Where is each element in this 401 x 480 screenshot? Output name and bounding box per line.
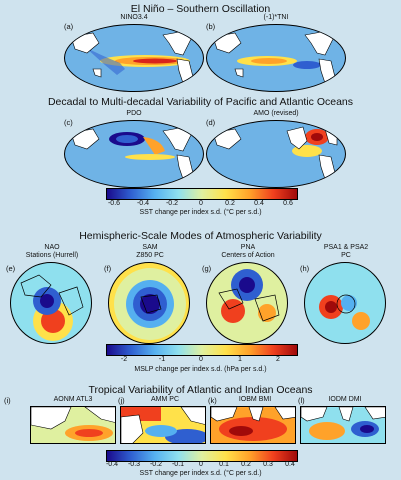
panel-e: (e) NAO Stations (Hurrell) (4, 244, 100, 344)
colorbar-sst-top-label: SST change per index s.d. (°C per s.d.) (139, 209, 262, 216)
panel-label-g-1: PNA (240, 244, 256, 251)
tick: -0.3 (127, 461, 141, 468)
tick: 0 (199, 461, 203, 468)
colorbar-sst-top-ticks: -0.6 -0.4 -0.2 0 0.2 0.4 0.6 (106, 200, 296, 209)
panel-letter-j: (j) (118, 396, 125, 405)
panel-label-i: AONM ATL3 (53, 396, 93, 403)
section-title-enso: El Niño – Southern Oscillation (130, 3, 271, 15)
panel-label-j: AMM PC (151, 396, 179, 403)
tick: -1 (158, 356, 166, 363)
panel-letter-i: (i) (4, 396, 11, 405)
section-title-tropical: Tropical Variability of Atlantic and Ind… (88, 384, 313, 396)
tick: -0.4 (105, 461, 119, 468)
panel-label-b: (-1)*TNI (263, 14, 289, 21)
map-l (300, 406, 386, 444)
tick: 0.4 (254, 200, 264, 207)
panel-j: (j) AMM PC (118, 396, 208, 444)
panel-label-e-2: Stations (Hurrell) (25, 252, 79, 259)
panel-label-f-2: Z850 PC (136, 252, 164, 259)
panel-letter-l: (l) (298, 396, 305, 405)
map-c (64, 120, 204, 188)
panel-letter-b: (b) (206, 22, 216, 31)
panel-label-k: IOBM BMI (238, 396, 272, 403)
panel-letter-h: (h) (300, 264, 310, 273)
tick: -0.2 (149, 461, 163, 468)
tick: 0.2 (241, 461, 251, 468)
panel-k: (k) IOBM BMI (208, 396, 298, 444)
colorbar-mslp-ticks: -2 -1 0 1 2 (106, 356, 296, 365)
map-h (304, 262, 386, 344)
map-f (108, 262, 190, 344)
map-b (206, 24, 346, 92)
panel-b: (b) (-1)*TNI (206, 14, 346, 92)
panel-label-l: IODM DMI (328, 396, 362, 403)
section-title-decadal: Decadal to Multi-decadal Variability of … (47, 96, 354, 108)
panel-label-a: NINO3.4 (120, 14, 148, 21)
map-j (120, 406, 206, 444)
panel-letter-d: (d) (206, 118, 216, 127)
colorbar-sst-bottom-ticks: -0.4 -0.3 -0.2 -0.1 0 0.1 0.2 0.3 0.4 (106, 461, 296, 470)
panel-letter-f: (f) (104, 264, 112, 273)
panel-l: (l) IODM DMI (298, 396, 388, 444)
tick: 1 (238, 356, 242, 363)
panel-letter-c: (c) (64, 118, 73, 127)
tick: -0.1 (171, 461, 185, 468)
panel-c: (c) PDO (64, 110, 204, 190)
tick: -0.4 (136, 200, 150, 207)
panel-label-c: PDO (126, 110, 142, 117)
panel-label-e-1: NAO (44, 244, 60, 251)
tick: 0.6 (283, 200, 293, 207)
panel-d: (d) AMO (revised) (206, 110, 346, 190)
panel-letter-e: (e) (6, 264, 16, 273)
tick: 0 (199, 356, 203, 363)
panel-label-h-2: PC (341, 252, 351, 259)
map-d (206, 120, 346, 188)
colorbar-sst-bottom (106, 450, 298, 462)
section-title-atmos: Hemispheric-Scale Modes of Atmospheric V… (79, 230, 322, 242)
tick: 0.1 (219, 461, 229, 468)
panel-h: (h) PSA1 & PSA2 PC (298, 244, 394, 344)
panel-letter-k: (k) (208, 396, 217, 405)
map-g (206, 262, 288, 344)
panel-letter-a: (a) (64, 22, 74, 31)
panel-a: (a) NINO3.4 (64, 14, 204, 92)
tick: -0.2 (165, 200, 179, 207)
tick: 0 (199, 200, 203, 207)
tick: 0.2 (225, 200, 235, 207)
panel-letter-g: (g) (202, 264, 212, 273)
tick: 0.3 (263, 461, 273, 468)
panel-label-d: AMO (revised) (253, 110, 299, 117)
tick: -2 (120, 356, 128, 363)
map-i (30, 406, 116, 444)
colorbar-mslp-label: MSLP change per index s.d. (hPa per s.d.… (134, 366, 267, 373)
panel-g: (g) PNA Centers of Action (200, 244, 296, 344)
map-a (64, 24, 204, 92)
tick: 2 (276, 356, 280, 363)
colorbar-sst-bottom-label: SST change per index s.d. (°C per s.d.) (139, 470, 262, 477)
tick: 0.4 (285, 461, 295, 468)
panel-label-g-2: Centers of Action (221, 252, 275, 259)
map-k (210, 406, 296, 444)
panel-f: (f) SAM Z850 PC (102, 244, 198, 344)
panel-label-f-1: SAM (142, 244, 158, 251)
panel-i: (i) AONM ATL3 (4, 396, 118, 444)
panel-label-h-1: PSA1 & PSA2 (323, 244, 369, 251)
colorbar-sst-top (106, 188, 298, 200)
colorbar-mslp (106, 344, 298, 356)
map-e (10, 262, 92, 344)
tick: -0.6 (107, 200, 121, 207)
